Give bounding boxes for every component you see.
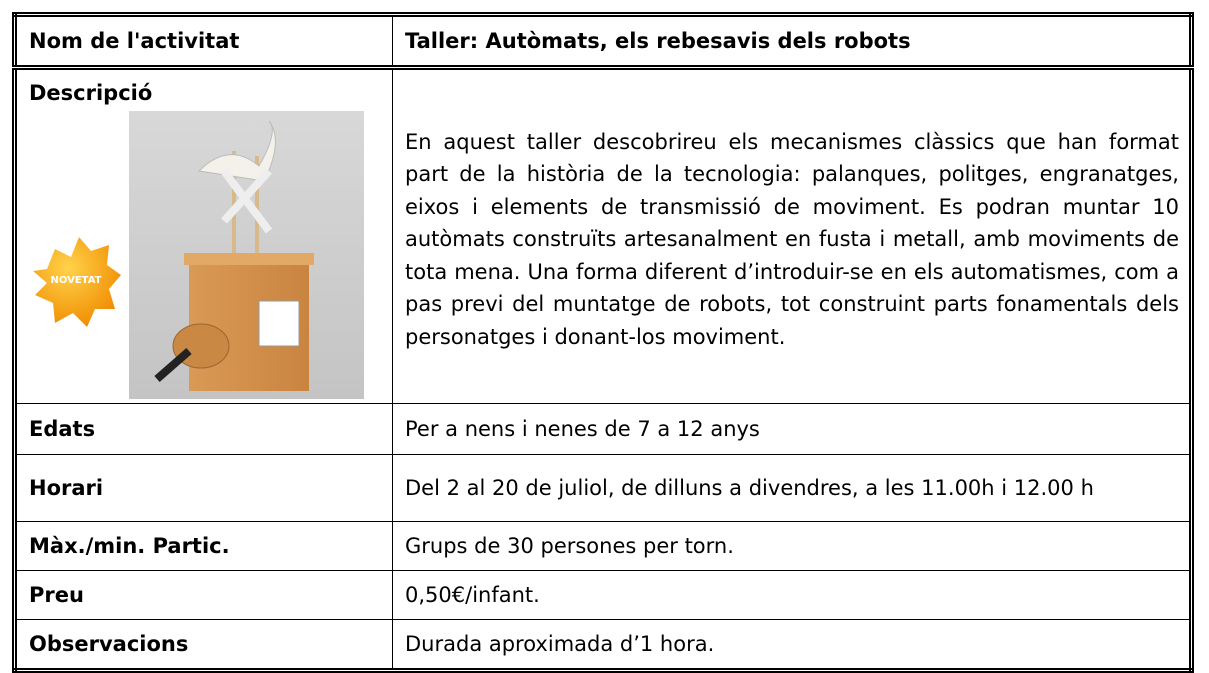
table-row: Horari Del 2 al 20 de juliol, de dilluns … [14, 454, 1192, 522]
header-cell: Nom de l'activitat [14, 14, 393, 70]
row-value: Durada aproximada d’1 hora. [392, 619, 1192, 671]
description-text: En aquest taller descobrireu els mecanis… [392, 67, 1192, 404]
description-row: Descripció NOVETAT [14, 67, 1192, 404]
table-row: Edats Per a nens i nenes de 7 a 12 anys [14, 403, 1192, 455]
activity-image: NOVETAT [33, 111, 364, 399]
table-row: Observacions Durada aproximada d’1 hora. [14, 619, 1192, 671]
label: Descripció [29, 81, 153, 105]
table-row: Màx./min. Partic. Grups de 30 persones pe… [14, 521, 1192, 571]
badge-text: NOVETAT [50, 275, 101, 286]
header-row: Nom de l'activitat Taller: Autòmats, els… [14, 14, 1192, 70]
row-label: Observacions [14, 619, 393, 671]
row-value: Per a nens i nenes de 7 a 12 anys [392, 403, 1192, 455]
row-label: Edats [14, 403, 393, 455]
rows: Edats Per a nens i nenes de 7 a 12 anys Ho… [14, 403, 1192, 671]
row-value: Del 2 al 20 de juliol, de dilluns a dive… [392, 454, 1192, 522]
row-value: Grups de 30 persones per torn. [392, 521, 1192, 571]
row-label: Màx./min. Partic. [14, 521, 393, 571]
activity-table: Nom de l'activitat Taller: Autòmats, els… [12, 12, 1194, 673]
row-label: Descripció NOVETAT [14, 67, 393, 404]
header-cell: Taller: Autòmats, els rebesavis dels rob… [392, 14, 1192, 70]
row-value: 0,50€/infant. [392, 570, 1192, 620]
row-label: Preu [14, 570, 393, 620]
row-label: Horari [14, 454, 393, 522]
table-row: Preu 0,50€/infant. [14, 570, 1192, 620]
